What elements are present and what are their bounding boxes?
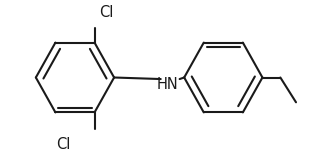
Text: Cl: Cl	[99, 5, 113, 20]
Text: HN: HN	[156, 77, 178, 92]
Text: Cl: Cl	[56, 137, 71, 152]
